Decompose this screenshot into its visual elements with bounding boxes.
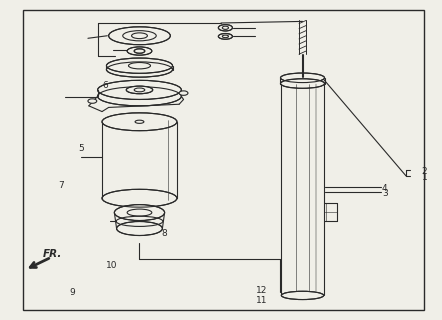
Ellipse shape — [134, 49, 145, 53]
Ellipse shape — [102, 113, 177, 131]
Ellipse shape — [127, 47, 152, 55]
Text: 3: 3 — [382, 189, 388, 198]
Ellipse shape — [114, 204, 164, 220]
Ellipse shape — [117, 221, 162, 236]
Text: 7: 7 — [58, 181, 64, 190]
Text: 8: 8 — [161, 229, 167, 238]
Text: FR.: FR. — [42, 249, 62, 259]
Text: 4: 4 — [382, 184, 388, 193]
Text: 1: 1 — [422, 173, 427, 182]
Ellipse shape — [88, 99, 97, 103]
Ellipse shape — [282, 291, 324, 300]
Text: 10: 10 — [107, 261, 118, 270]
Text: 9: 9 — [69, 288, 75, 297]
Ellipse shape — [132, 33, 148, 39]
Ellipse shape — [107, 58, 172, 73]
Ellipse shape — [107, 62, 172, 77]
Ellipse shape — [102, 189, 177, 207]
Ellipse shape — [281, 79, 324, 88]
Ellipse shape — [218, 34, 232, 39]
Ellipse shape — [98, 80, 181, 100]
Text: 12: 12 — [256, 286, 267, 295]
Text: 11: 11 — [256, 296, 268, 305]
Text: 5: 5 — [78, 144, 84, 153]
Ellipse shape — [109, 27, 170, 45]
Text: 6: 6 — [102, 81, 108, 90]
Ellipse shape — [218, 25, 232, 31]
Ellipse shape — [98, 87, 181, 106]
Ellipse shape — [179, 91, 188, 95]
Text: 2: 2 — [422, 167, 427, 176]
Ellipse shape — [126, 86, 152, 94]
Ellipse shape — [281, 73, 324, 83]
